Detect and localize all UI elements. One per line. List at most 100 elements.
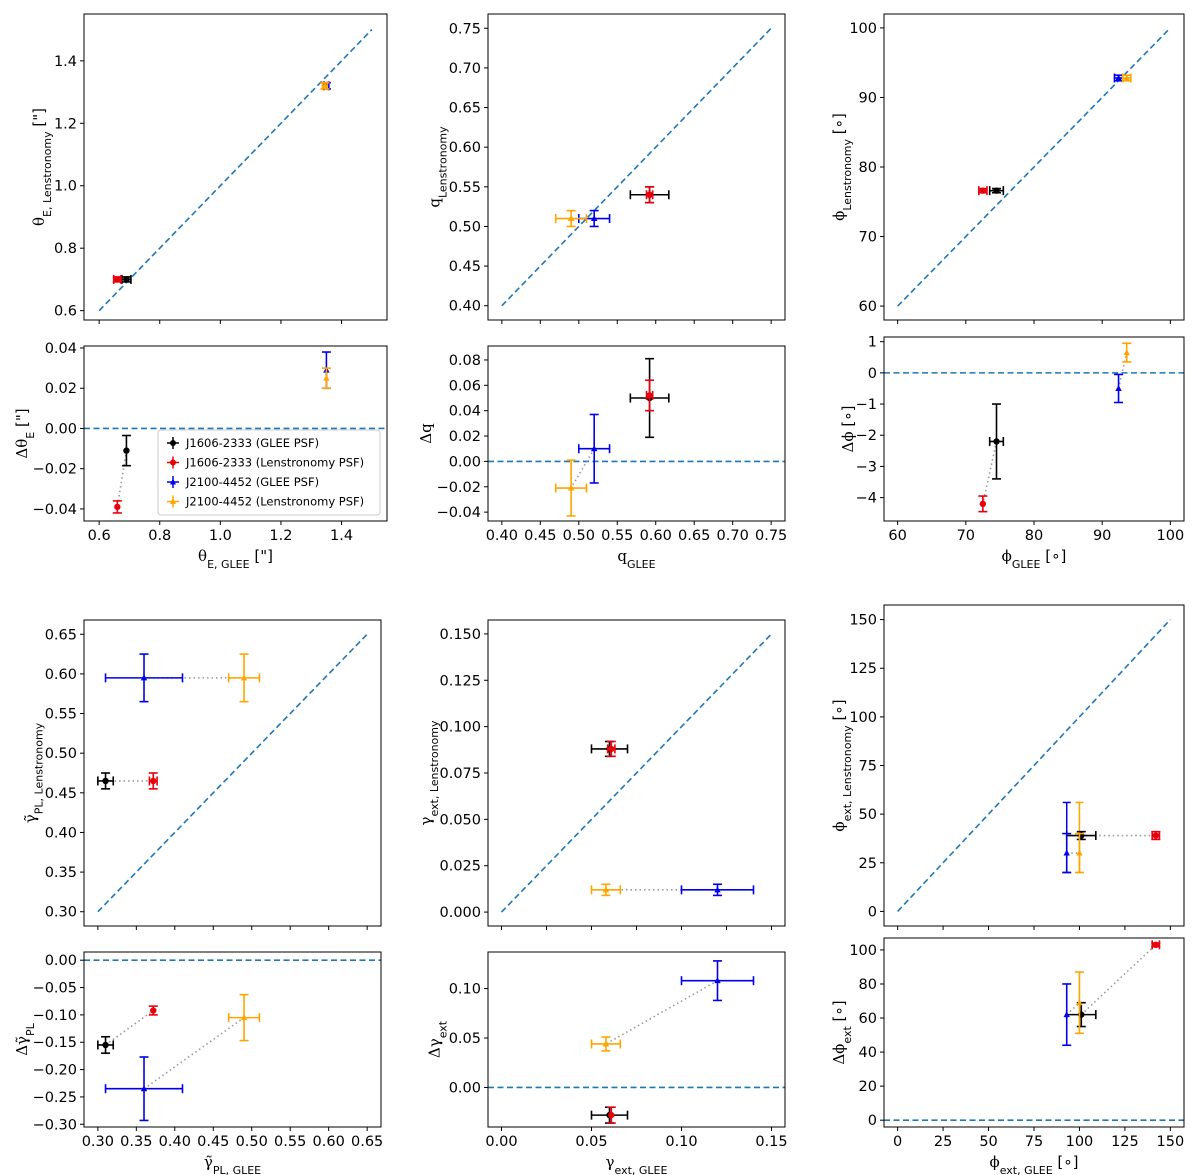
x-tick-label: 75 (1025, 1134, 1043, 1150)
legend: J1606-2333 (GLEE PSF) J1606-2333 (Lenstro… (157, 429, 381, 516)
psf-link-line (116, 450, 128, 508)
one-to-one-line (897, 619, 1171, 912)
data-point-j1606-2333-lenstronomy-psf- (1151, 940, 1161, 950)
x-tick-label: 0.40 (486, 528, 518, 544)
circle-marker (150, 777, 157, 785)
y-tick-label: 0.8 (54, 241, 77, 257)
axes-frame (83, 619, 382, 927)
data-point-j2100-4452-lenstronomy-psf- (1122, 342, 1132, 363)
circle-marker (123, 276, 130, 283)
circle-marker (1152, 941, 1160, 949)
y-tick-label: 0.70 (449, 61, 481, 77)
x-tick-label: 0.40 (159, 1134, 191, 1150)
y-axis-label: ϕLenstronomy [∘] (830, 113, 854, 221)
psf-link-line (1080, 944, 1157, 1016)
x-tick-label: 0.60 (640, 528, 672, 544)
x-tick-label: 0.30 (82, 1134, 114, 1150)
panel-theta_top: 0.6 0.8 1.0 1.2 1.4 θE, Lenstronomy ["] (30, 13, 388, 324)
data-point-j2100-4452-lenstronomy-psf- (1121, 73, 1132, 83)
legend-label: J2100-4452 (Lenstronomy PSF) (185, 495, 364, 509)
circle-marker (979, 500, 987, 508)
y-tick-label: −0.30 (33, 1117, 77, 1133)
panel-phiext_top: 0 25 50 75 100 125 150 ϕext, Lenstronomy [∘] (830, 604, 1185, 930)
y-tick-label: −4 (856, 491, 877, 507)
y-tick-label: 0.075 (439, 766, 481, 782)
y-tick-label: 0.00 (45, 953, 77, 969)
triangle-marker (602, 886, 610, 893)
circle-marker (646, 191, 653, 198)
y-axis-label: θE, Lenstronomy ["] (30, 108, 54, 226)
x-tick-label: 0.50 (236, 1134, 268, 1150)
y-tick-label: 0.75 (449, 21, 481, 37)
y-tick-label: 0.06 (449, 378, 481, 394)
y-tick-label: 0.10 (449, 982, 481, 998)
legend-entry: J2100-4452 (Lenstronomy PSF) (167, 495, 364, 509)
x-tick-label: 90 (1093, 528, 1111, 544)
legend-label: J2100-4452 (GLEE PSF) (185, 475, 319, 489)
triangle-marker (714, 977, 721, 984)
panel-phi_top: 60 70 80 90 100 ϕLenstronomy [∘] (830, 13, 1185, 324)
x-axis-label: γext, GLEE (606, 1153, 668, 1175)
data-point-j2100-4452-lenstronomy-psf- (554, 209, 588, 228)
triangle-marker (1076, 999, 1083, 1006)
data-point-j2100-4452-glee-psf- (680, 960, 755, 1002)
data-point-j1606-2333-lenstronomy-psf- (148, 1005, 158, 1016)
x-tick-label: 1.0 (209, 528, 232, 544)
axes-frame (83, 345, 388, 522)
y-axis-label: qLenstronomy (426, 126, 450, 208)
circle-marker (114, 276, 121, 283)
y-tick-label: 90 (859, 90, 877, 106)
panel-phi_bot: 60 70 80 90 100 −4 −3 −2 −1 0 1 Δϕ [∘] ϕGLEE [∘] (839, 335, 1185, 571)
data-point-j2100-4452-glee-psf- (577, 413, 611, 484)
y-tick-label: 0.02 (449, 429, 481, 445)
data-point-j2100-4452-lenstronomy-psf- (1074, 971, 1084, 1035)
data-point-j2100-4452-lenstronomy-psf- (1074, 832, 1084, 874)
data-point-j1606-2333-glee-psf- (121, 434, 131, 467)
y-axis-label: Δγ̃PL (13, 1022, 37, 1055)
axes-frame (487, 951, 786, 1128)
y-tick-label: 0.125 (439, 673, 481, 689)
panel-gext_top: 0.000 0.025 0.050 0.075 0.100 0.125 0.150 γext,… (417, 619, 786, 930)
legend-label: J1606-2333 (Lenstronomy PSF) (185, 456, 364, 470)
axes-frame (883, 937, 1185, 1128)
data-point-j1606-2333-lenstronomy-psf- (977, 186, 988, 196)
legend-marker (170, 478, 176, 485)
panel-phiext_bot: 0 25 50 75 100 125 150 0 20 40 60 80 100 Δϕext [∘] ϕex… (830, 937, 1185, 1175)
y-tick-label: 0.60 (449, 140, 481, 156)
y-axis-label: γ̃PL, Lenstronomy (22, 722, 46, 823)
triangle-marker (140, 1085, 148, 1092)
triangle-marker (1076, 849, 1083, 856)
psf-link-line (982, 441, 998, 505)
triangle-marker (1115, 384, 1122, 391)
y-tick-label: 0.50 (45, 746, 77, 762)
y-tick-label: 0 (868, 1113, 877, 1129)
x-tick-label: 0.50 (563, 528, 595, 544)
axes-frame (83, 951, 382, 1128)
circle-marker (102, 777, 109, 785)
y-tick-label: −0.05 (33, 981, 77, 997)
y-tick-label: 60 (859, 1011, 877, 1027)
y-tick-label: 0.00 (45, 421, 77, 437)
x-tick-label: 0.00 (485, 1134, 517, 1150)
psf-link-line (605, 979, 718, 1045)
data-point-j1606-2333-lenstronomy-psf- (606, 740, 616, 758)
y-tick-label: 0.05 (449, 1031, 481, 1047)
y-tick-label: 150 (849, 613, 877, 629)
panel-gext_bot: 0.00 0.05 0.10 0.15 0.00 0.05 0.10 Δγext γext, G… (426, 951, 788, 1175)
triangle-marker (590, 445, 598, 452)
y-tick-label: 0.40 (45, 825, 77, 841)
data-point-j2100-4452-glee-psf- (1062, 983, 1072, 1047)
data-point-j1606-2333-lenstronomy-psf- (1151, 830, 1161, 841)
y-tick-label: 0.65 (449, 101, 481, 117)
psf-link-line (1117, 352, 1128, 389)
triangle-marker (567, 484, 575, 491)
triangle-marker (1123, 74, 1130, 81)
x-tick-label: 100 (1157, 528, 1185, 544)
y-tick-label: −1 (856, 397, 877, 413)
one-to-one-line (500, 633, 773, 913)
y-axis-label: ΔθE ["] (13, 408, 37, 458)
y-tick-label: 0.04 (449, 404, 481, 420)
triangle-marker (714, 886, 721, 893)
triangle-marker (323, 374, 330, 381)
